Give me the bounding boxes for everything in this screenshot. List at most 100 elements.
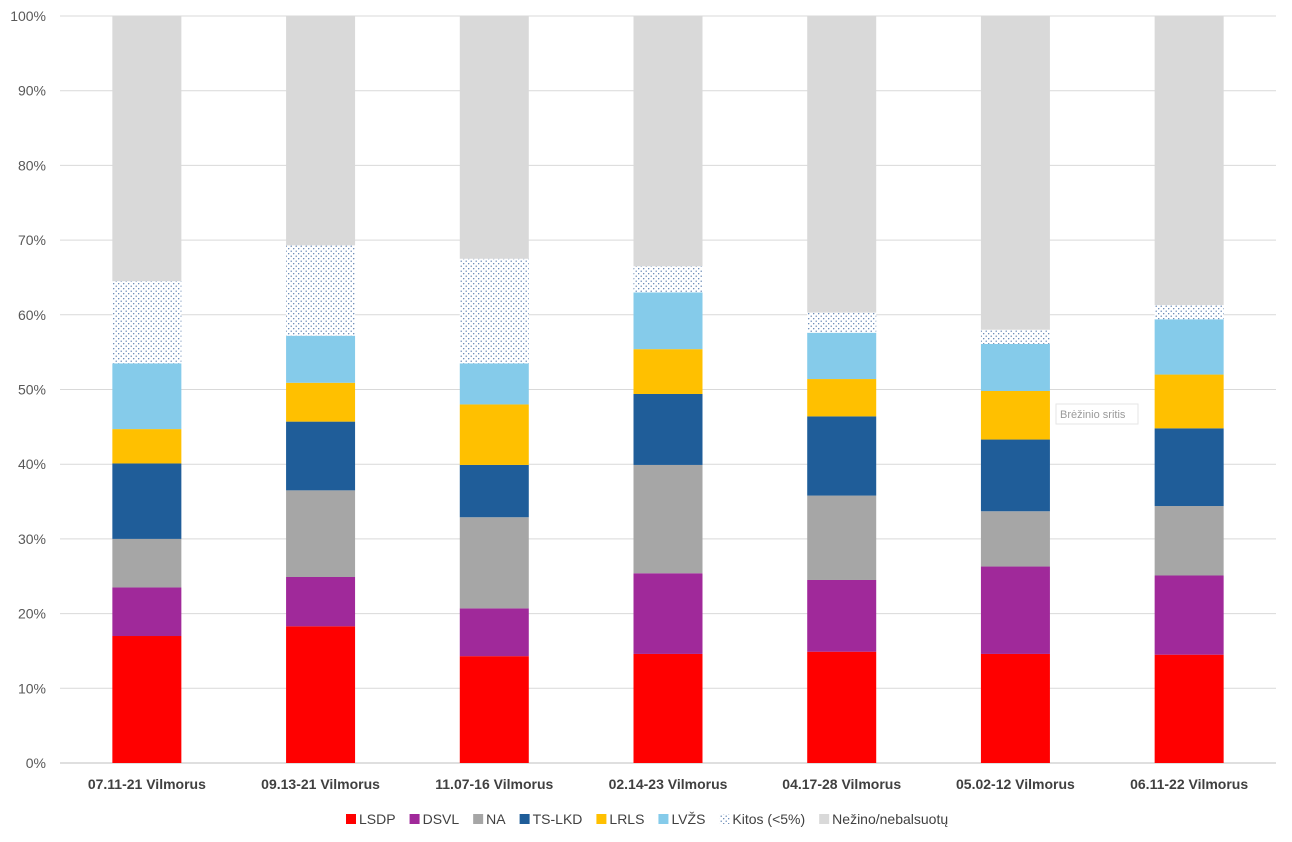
y-tick-label: 30% bbox=[18, 531, 46, 547]
legend-item: DSVL bbox=[409, 811, 460, 827]
bar-segment-lsdp bbox=[807, 651, 877, 763]
bar-segment-lv-s bbox=[633, 292, 703, 350]
legend-item: LRLS bbox=[596, 811, 644, 827]
legend-item: LVŽS bbox=[658, 811, 705, 827]
x-tick-label: 11.07-16 Vilmorus bbox=[435, 776, 553, 792]
bar-segment-lv-s bbox=[980, 343, 1050, 391]
bar-segment-ts-lkd bbox=[633, 393, 703, 465]
bar-segment-lsdp bbox=[980, 653, 1050, 763]
bar-segment-lrls bbox=[807, 379, 877, 417]
legend-item: TS-LKD bbox=[519, 811, 583, 827]
bar-segment-ne-ino-nebalsuot bbox=[112, 16, 182, 282]
bar-segment-ne-ino-nebalsuot bbox=[286, 16, 356, 246]
bar-segment-na bbox=[459, 517, 529, 609]
bar-segment-ts-lkd bbox=[459, 464, 529, 518]
legend-swatch bbox=[658, 814, 669, 824]
bar-segment-lsdp bbox=[112, 636, 182, 763]
legend-label: TS-LKD bbox=[533, 811, 583, 827]
x-tick-label: 09.13-21 Vilmorus bbox=[261, 776, 380, 792]
bar-segment-lv-s bbox=[112, 363, 182, 430]
bar-segment-na bbox=[286, 490, 356, 577]
bar-segment-dsvl bbox=[807, 579, 877, 652]
bar-segment-ts-lkd bbox=[980, 439, 1050, 512]
bar-segment-ne-ino-nebalsuot bbox=[459, 16, 529, 259]
bar-segment-lrls bbox=[286, 382, 356, 422]
y-tick-label: 100% bbox=[10, 8, 46, 24]
bar-segment-lv-s bbox=[459, 363, 529, 405]
legend-swatch bbox=[519, 814, 530, 824]
y-axis-ticks: 0% 10% 20% 30% 40% 50% 60% 70% 80% 90% 100% bbox=[10, 8, 46, 771]
legend-label: DSVL bbox=[423, 811, 460, 827]
legend-swatch bbox=[473, 814, 484, 824]
bar-segment-lv-s bbox=[1154, 319, 1224, 375]
bar-segment-na bbox=[1154, 506, 1224, 576]
legend-item: LSDP bbox=[346, 811, 396, 827]
bar-stack bbox=[980, 16, 1050, 763]
bar-stack bbox=[286, 16, 356, 763]
bar-segment-dsvl bbox=[980, 566, 1050, 654]
y-tick-label: 90% bbox=[18, 83, 46, 99]
bars bbox=[112, 16, 1224, 763]
chart-area-tooltip-text: Brėžinio sritis bbox=[1060, 409, 1126, 421]
bar-stack bbox=[459, 16, 529, 763]
bar-segment-ts-lkd bbox=[807, 416, 877, 496]
x-tick-label: 04.17-28 Vilmorus bbox=[782, 776, 901, 792]
bar-segment-lrls bbox=[633, 349, 703, 394]
bar-stack bbox=[112, 16, 182, 763]
legend-label: Nežino/nebalsuotų bbox=[832, 811, 948, 827]
bar-segment-dsvl bbox=[459, 608, 529, 657]
y-tick-label: 10% bbox=[18, 680, 46, 696]
bar-segment-kitos-5 bbox=[980, 329, 1050, 344]
bar-segment-kitos-5 bbox=[807, 312, 877, 333]
bar-stack bbox=[807, 16, 877, 763]
x-tick-label: 07.11-21 Vilmorus bbox=[88, 776, 206, 792]
y-tick-label: 60% bbox=[18, 307, 46, 323]
bar-segment-lrls bbox=[112, 429, 182, 464]
bar-segment-lv-s bbox=[286, 335, 356, 383]
legend-label: LVŽS bbox=[671, 811, 705, 827]
bar-segment-kitos-5 bbox=[112, 281, 182, 364]
bar-segment-lsdp bbox=[1154, 654, 1224, 763]
legend-item: NA bbox=[473, 811, 506, 827]
bar-segment-na bbox=[807, 495, 877, 580]
legend-label: LRLS bbox=[609, 811, 644, 827]
bar-segment-na bbox=[633, 464, 703, 574]
legend-item: Kitos (<5%) bbox=[719, 811, 805, 827]
bar-segment-kitos-5 bbox=[459, 258, 529, 364]
legend-item: Nežino/nebalsuotų bbox=[819, 811, 948, 827]
bar-segment-lv-s bbox=[807, 332, 877, 380]
bar-segment-lrls bbox=[1154, 374, 1224, 429]
y-tick-label: 80% bbox=[18, 157, 46, 173]
y-tick-label: 50% bbox=[18, 382, 46, 398]
bar-segment-dsvl bbox=[1154, 575, 1224, 655]
x-tick-label: 06.11-22 Vilmorus bbox=[1130, 776, 1248, 792]
bar-segment-lsdp bbox=[459, 656, 529, 763]
legend-label: Kitos (<5%) bbox=[732, 811, 805, 827]
bar-segment-ne-ino-nebalsuot bbox=[807, 16, 877, 313]
legend-swatch bbox=[819, 814, 830, 824]
bar-segment-kitos-5 bbox=[1154, 305, 1224, 320]
x-axis-ticks: 07.11-21 Vilmorus 09.13-21 Vilmorus 11.07-… bbox=[88, 776, 1249, 792]
legend-label: NA bbox=[486, 811, 506, 827]
bar-segment-ne-ino-nebalsuot bbox=[633, 16, 703, 267]
chart-area-tooltip: Brėžinio sritis bbox=[1055, 403, 1139, 425]
legend: LSDP DSVL NA TS-LKD LRLS LVŽS Kitos (<5%) Nežin… bbox=[346, 811, 948, 827]
bar-stack bbox=[633, 16, 703, 763]
x-tick-label: 02.14-23 Vilmorus bbox=[609, 776, 728, 792]
bar-segment-ts-lkd bbox=[112, 463, 182, 539]
bar-segment-na bbox=[980, 511, 1050, 567]
x-tick-label: 05.02-12 Vilmorus bbox=[956, 776, 1075, 792]
legend-swatch bbox=[719, 814, 730, 824]
bar-segment-ts-lkd bbox=[286, 421, 356, 491]
legend-swatch bbox=[409, 814, 420, 824]
bar-segment-ne-ino-nebalsuot bbox=[980, 16, 1050, 330]
bar-segment-lsdp bbox=[633, 653, 703, 763]
bar-stack bbox=[1154, 16, 1224, 763]
y-tick-label: 0% bbox=[26, 755, 46, 771]
bar-segment-dsvl bbox=[112, 587, 182, 637]
bar-segment-ts-lkd bbox=[1154, 428, 1224, 507]
bar-segment-lrls bbox=[980, 390, 1050, 440]
bar-segment-kitos-5 bbox=[633, 266, 703, 293]
y-tick-label: 70% bbox=[18, 232, 46, 248]
